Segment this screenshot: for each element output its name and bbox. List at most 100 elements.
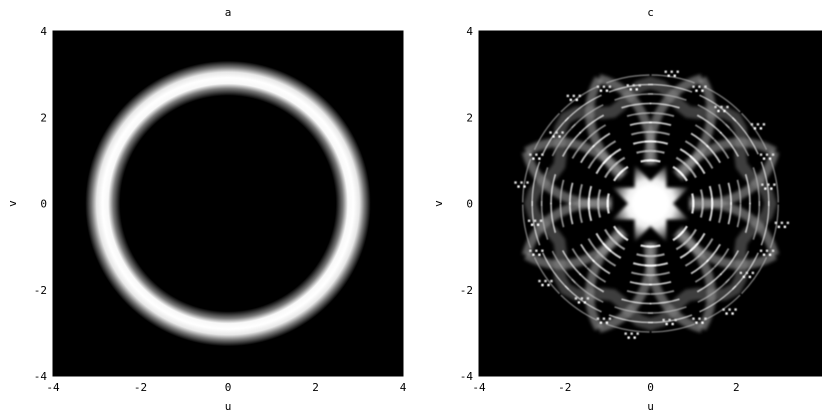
speckle <box>535 249 538 252</box>
fringe-arc <box>564 285 602 313</box>
fringe-arc <box>613 169 624 182</box>
speckle <box>750 123 754 126</box>
speckle <box>780 221 784 225</box>
speckle <box>717 109 720 113</box>
speckle <box>786 221 790 225</box>
speckle <box>674 318 677 322</box>
speckle <box>771 153 775 156</box>
fringe-arc <box>533 257 560 295</box>
fringe-arc <box>649 298 680 305</box>
fringe-arc <box>551 123 576 157</box>
speckle <box>627 336 630 339</box>
fringe-arc <box>769 204 780 249</box>
speckle <box>599 321 603 324</box>
core-peak <box>631 184 670 223</box>
speckle <box>572 94 576 98</box>
speckle <box>762 253 766 256</box>
speckle <box>550 279 553 283</box>
fringe-arc <box>736 179 742 204</box>
axis-ticks-c: -4 -2 0 2 -4 -2 0 2 4 <box>460 25 822 394</box>
speckle <box>704 85 707 88</box>
fringe-arc <box>675 156 692 171</box>
fringe-arc <box>647 306 687 314</box>
y-tick-label: 4 <box>40 25 47 38</box>
y-tick-label: 2 <box>466 111 473 124</box>
fringe-arc <box>769 158 780 203</box>
fringe-arc <box>560 86 598 113</box>
fringe-arc <box>646 244 661 248</box>
fringe-arc <box>559 203 565 228</box>
speckle <box>580 297 584 300</box>
x-tick-label: -2 <box>134 381 147 394</box>
fringe-arc <box>595 155 612 175</box>
y-tick-label: 0 <box>40 198 47 211</box>
speckle <box>704 317 707 320</box>
speckle <box>728 308 731 311</box>
speckle <box>723 109 726 113</box>
fringe-arc <box>697 238 714 258</box>
fringe-arc <box>609 236 626 251</box>
speckle <box>762 123 766 126</box>
speckle <box>574 297 578 300</box>
speckle <box>599 89 603 92</box>
fringe-arc <box>550 202 557 233</box>
fringe-arc <box>626 112 651 117</box>
speckle <box>538 253 541 256</box>
speckle <box>671 322 674 326</box>
fringe-arc <box>649 280 672 286</box>
fringe-arc <box>650 112 675 117</box>
fringe-arc <box>690 132 710 148</box>
speckle <box>701 321 704 324</box>
fringe-arc <box>708 197 714 222</box>
speckle <box>536 223 540 226</box>
fringe-arc <box>586 124 607 141</box>
fringe-arc <box>696 114 722 134</box>
fringe-arc <box>621 102 652 109</box>
speckle <box>632 84 635 87</box>
x-axis-label-c: u <box>647 400 654 413</box>
fringe-arc <box>606 74 650 84</box>
fringe-arc <box>561 131 582 157</box>
fringe-arc <box>713 248 730 269</box>
speckle <box>698 317 701 320</box>
speckle <box>777 225 781 229</box>
speckle <box>676 70 679 73</box>
speckle <box>608 317 612 320</box>
fringe-arc <box>725 250 750 284</box>
speckle <box>608 85 612 88</box>
speckle <box>630 332 633 335</box>
speckle <box>602 85 606 88</box>
fringe-arc <box>718 199 723 224</box>
speckle <box>720 105 723 109</box>
speckle <box>764 187 767 190</box>
fringe-arc <box>571 248 588 269</box>
axis-ticks-a: -4 -2 0 2 4 -4 -2 0 2 4 <box>34 25 407 394</box>
x-tick-label: 4 <box>400 381 407 394</box>
fringe-arc <box>602 242 622 259</box>
fringe-arc <box>689 232 706 252</box>
speckle <box>569 98 573 102</box>
fringe-arc <box>677 225 688 238</box>
speckle <box>774 221 778 225</box>
fringe-arc <box>587 197 593 222</box>
speckle <box>768 157 772 160</box>
y-tick-label: -4 <box>34 370 48 383</box>
fringe-arc <box>521 158 532 203</box>
fringe-arc <box>697 104 730 129</box>
speckle <box>575 98 579 102</box>
fringe-arc <box>596 250 617 267</box>
speckle <box>530 223 534 226</box>
speckle <box>552 135 555 138</box>
x-tick-label: -4 <box>46 381 60 394</box>
fringe-arc <box>684 140 705 157</box>
fringe-arc <box>640 159 655 163</box>
speckle <box>668 318 671 322</box>
speckle <box>726 105 729 109</box>
speckle <box>739 271 743 275</box>
fringe-arc <box>651 323 695 333</box>
speckle <box>535 153 538 156</box>
y-tick-label: 4 <box>466 25 473 38</box>
speckle <box>783 225 787 229</box>
fringe-arc <box>521 204 532 249</box>
speckle <box>561 131 564 134</box>
